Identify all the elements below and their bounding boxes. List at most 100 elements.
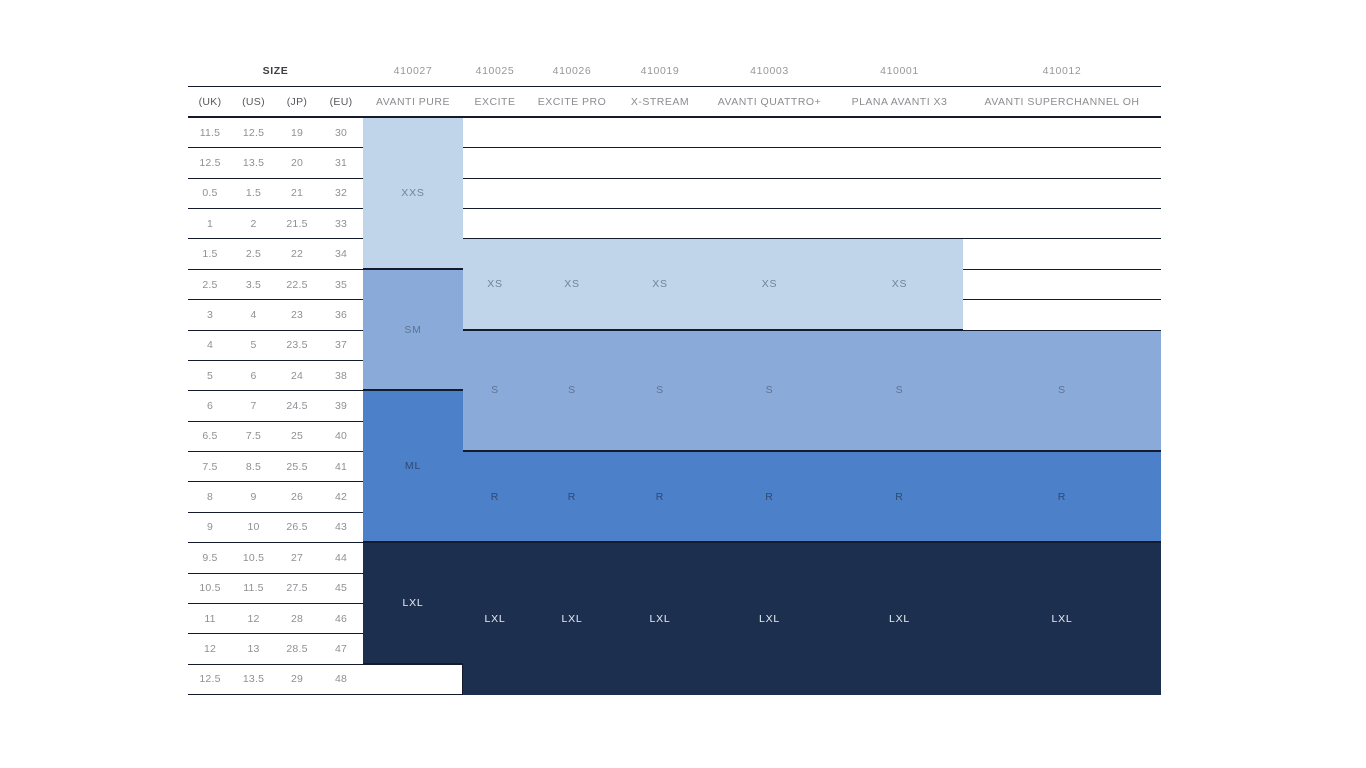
size-range-block: LXL [363,543,463,665]
empty-cell [963,269,1161,301]
size-value-cell: 28.5 [275,634,319,665]
size-value-cell: 1.5 [232,178,275,210]
size-range-label: S [895,384,904,397]
column-header-names: (UK) (US) (JP) (EU) AVANTI PURE EXCITE EXCITE … [188,87,1161,118]
size-value-cell: 8.5 [232,452,275,483]
size-value-cell: 43 [319,512,363,544]
size-value-cell: 1.5 [188,239,232,270]
size-range-block: S [703,330,836,453]
size-range-block: XXS [363,118,463,270]
size-value-cell: 4 [188,330,232,361]
size-range-block: S [836,330,963,453]
size-value-cell: 13 [232,634,275,665]
product-code: 410027 [393,64,433,77]
empty-cell [703,209,836,240]
size-value-cell: 12 [188,634,232,665]
size-range-label: LXL [402,596,424,609]
empty-cell [617,118,703,149]
size-range-block: XS [527,239,617,331]
size-value-cell: 20 [275,148,319,179]
size-range-label: S [568,384,576,397]
product-name: EXCITE PRO [537,95,607,108]
size-value-cell: 9.5 [188,543,232,574]
size-value-cell: 34 [319,239,363,270]
empty-cell [527,209,617,240]
size-value-cell: 40 [319,421,363,453]
size-value-cell: 46 [319,603,363,635]
product-name: AVANTI PURE [376,95,450,108]
size-value-cell: 22 [275,239,319,270]
size-value-cell: 3.5 [232,269,275,301]
empty-cell [963,300,1161,331]
size-value-cell: 11.5 [232,573,275,604]
size-range-label: S [491,384,499,397]
size-value-cell: 2.5 [188,269,232,301]
size-value-cell: 6.5 [188,421,232,453]
size-value-cell: 10 [232,512,275,544]
size-value-cell: 48 [319,664,363,695]
size-range-label: ML [404,460,422,473]
size-grid: 11.5 12.5 19 30 12.5 13.5 20 31 0.5 1.5 21 32 1 2 21.5… [188,118,1161,695]
size-value-cell: 6 [188,391,232,422]
empty-cell [836,118,963,149]
size-range-block: LXL [463,543,527,695]
size-range-block: R [836,452,963,544]
column-header-codes: SIZE 410027 410025 410026 410019 410003 410001… [188,55,1161,87]
size-value-cell: 32 [319,178,363,210]
size-value-cell: 42 [319,482,363,513]
unit-label: (EU) [329,95,353,108]
size-value-cell: 31 [319,148,363,179]
size-range-label: LXL [758,613,781,626]
size-range-label: R [655,490,665,503]
size-range-label: LXL [484,613,506,626]
product-code: 410026 [552,64,592,77]
size-range-block: XS [703,239,836,331]
size-value-cell: 9 [232,482,275,513]
product-name: PLANA AVANTI X3 [851,95,948,108]
size-value-cell: 22.5 [275,269,319,301]
size-range-block: S [527,330,617,453]
size-range-block: S [963,330,1161,453]
size-value-cell: 2 [232,209,275,240]
size-range-block: XS [836,239,963,331]
empty-cell [963,118,1161,149]
size-range-block: S [463,330,527,453]
size-range-block: R [703,452,836,544]
size-value-cell: 13.5 [232,664,275,695]
size-range-block: S [617,330,703,453]
size-range-label: XS [487,278,503,291]
size-range-block: R [963,452,1161,544]
product-code: 410012 [1042,64,1082,77]
size-range-label: S [765,384,774,397]
unit-label: (UK) [198,95,222,108]
product-code: 410001 [880,64,919,77]
size-value-cell: 39 [319,391,363,422]
size-range-label: R [1057,490,1067,503]
size-range-block: R [527,452,617,544]
product-code: 410025 [475,64,515,77]
size-range-label: XS [761,278,778,291]
size-value-cell: 13.5 [232,148,275,179]
size-value-cell: 27 [275,543,319,574]
size-range-block: R [463,452,527,544]
empty-cell [703,118,836,149]
size-value-cell: 41 [319,452,363,483]
size-value-cell: 9 [188,512,232,544]
empty-cell [836,148,963,179]
size-range-label: S [656,384,664,397]
size-value-cell: 12.5 [188,148,232,179]
empty-cell [527,118,617,149]
product-name: AVANTI QUATTRO+ [717,95,822,108]
size-value-cell: 5 [188,360,232,392]
size-range-block: LXL [963,543,1161,695]
size-range-block: LXL [703,543,836,695]
size-range-block: LXL [836,543,963,695]
size-value-cell: 21 [275,178,319,210]
empty-cell [617,178,703,210]
product-name: AVANTI SUPERCHANNEL OH [984,95,1140,108]
size-value-cell: 23.5 [275,330,319,361]
size-range-block: ML [363,391,463,544]
size-range-label: R [895,490,904,503]
size-value-cell: 19 [275,118,319,149]
